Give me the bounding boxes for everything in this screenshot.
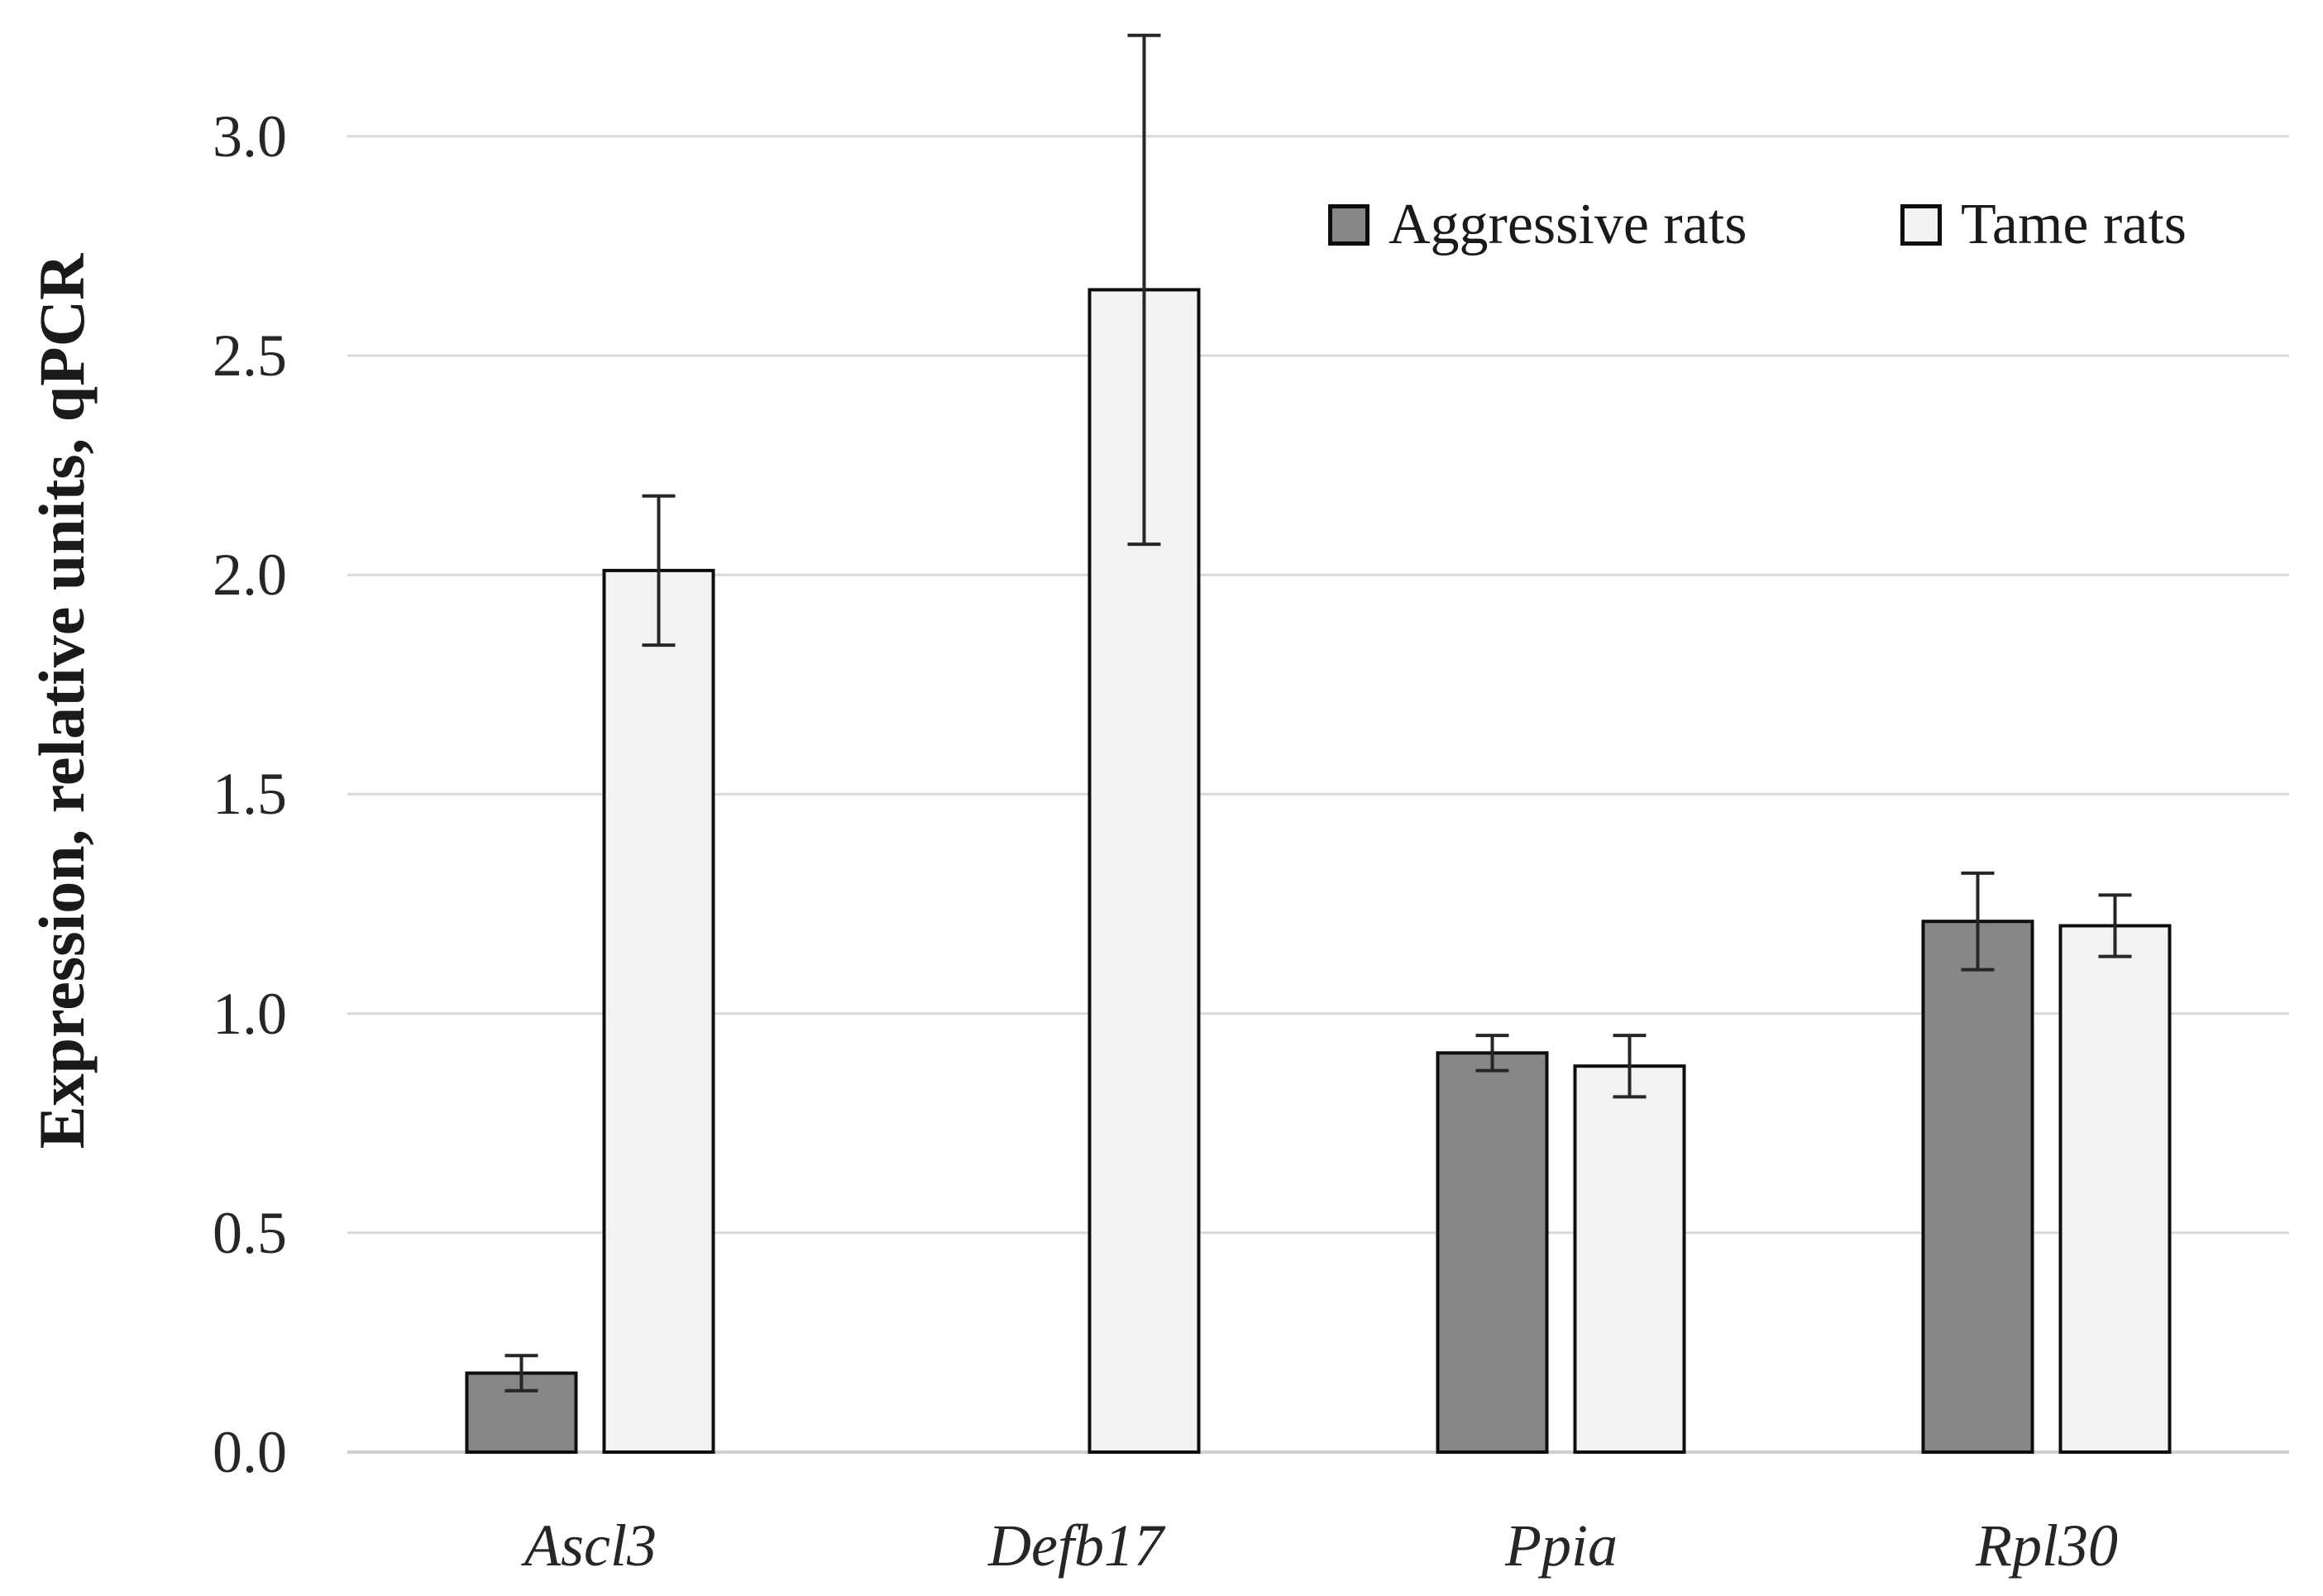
error-bar-aggressive-rats-ascl3: [504, 1354, 538, 1393]
legend-swatch-tame-rats: [1900, 204, 1942, 246]
error-bar-aggressive-rats-rpl30: [1961, 871, 1995, 972]
bar-tame-rats-ascl3: [602, 568, 715, 1454]
legend-label-tame-rats: Tame rats: [1961, 193, 2187, 256]
bar-aggressive-rats-ppia: [1436, 1051, 1549, 1455]
y-tick-label-2.5: 2.5: [213, 323, 287, 389]
bar-tame-rats-rpl30: [2058, 924, 2172, 1454]
error-bar-aggressive-rats-ppia: [1475, 1034, 1509, 1073]
x-category-label-rpl30: Rpl30: [1976, 1512, 2118, 1579]
error-bar-tame-rats-rpl30: [2098, 893, 2132, 958]
error-bar-tame-rats-ppia: [1613, 1034, 1647, 1099]
y-tick-label-2.0: 2.0: [213, 542, 287, 608]
error-bar-tame-rats-ascl3: [642, 494, 676, 647]
y-tick-label-0.5: 0.5: [213, 1200, 287, 1266]
y-tick-label-0.0: 0.0: [213, 1419, 287, 1485]
x-category-label-ppia: Ppia: [1505, 1512, 1618, 1579]
y-tick-label-1.0: 1.0: [213, 981, 287, 1047]
y-axis-title: Expression, relative units, qPCR: [26, 253, 98, 1149]
legend-label-aggressive-rats: Aggressive rats: [1389, 193, 1747, 256]
legend-item-aggressive-rats: Aggressive rats: [1328, 184, 1747, 266]
y-tick-label-1.5: 1.5: [213, 761, 287, 827]
legend-item-tame-rats: Tame rats: [1900, 184, 2187, 266]
y-tick-label-3.0: 3.0: [213, 103, 287, 170]
x-category-label-defb17: Defb17: [988, 1512, 1164, 1579]
legend-swatch-aggressive-rats: [1328, 204, 1369, 246]
bar-tame-rats-ppia: [1573, 1064, 1686, 1454]
bar-aggressive-rats-rpl30: [1921, 920, 2034, 1454]
error-bar-tame-rats-defb17: [1127, 33, 1161, 547]
x-category-label-ascl3: Ascl3: [524, 1512, 657, 1579]
